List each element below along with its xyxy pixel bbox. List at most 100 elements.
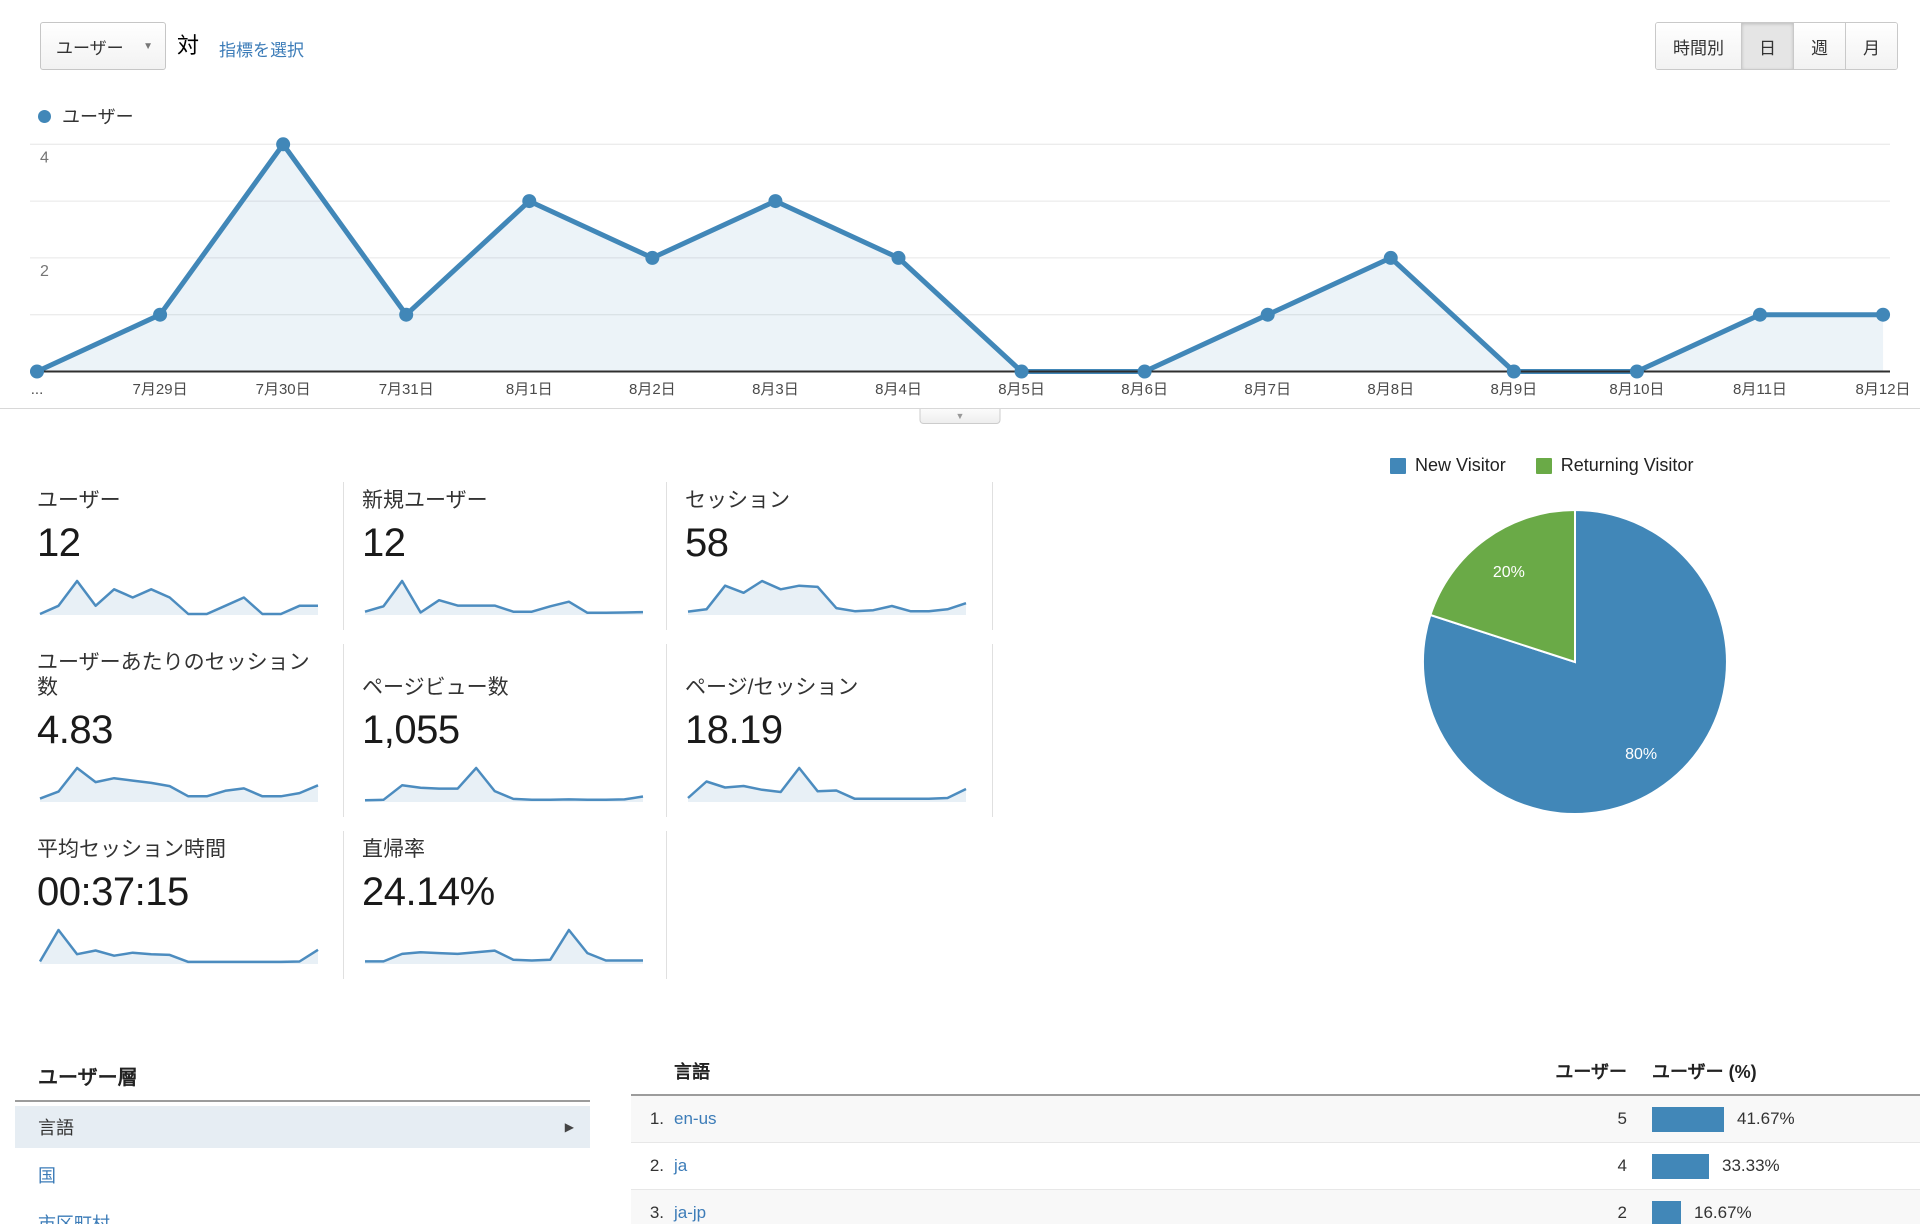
x-axis-label: 7月30日	[256, 381, 311, 398]
data-point[interactable]	[276, 137, 291, 152]
percent-bar	[1652, 1153, 1709, 1179]
data-point[interactable]	[1137, 364, 1152, 379]
sparkline-fill	[365, 581, 643, 615]
metric-card-label: セッション	[685, 488, 790, 512]
metric-card-value: 18.19	[685, 708, 783, 752]
sparkline-fill	[365, 768, 643, 802]
data-point[interactable]	[30, 364, 44, 379]
metric-card-label: ページビュー数	[362, 675, 509, 699]
x-axis-label: 8月12日	[1856, 381, 1911, 398]
cell-language: 1. en-us	[631, 1109, 1522, 1129]
percent-bar	[1652, 1200, 1681, 1224]
data-point[interactable]	[1876, 307, 1891, 322]
card-row: ユーザーあたりのセッション数 4.83 ページビュー数 1,055 ページ/セッション 1…	[37, 644, 1047, 817]
data-point[interactable]	[1506, 364, 1521, 379]
x-axis-label: 8月2日	[629, 381, 676, 398]
cell-users: 5	[1617, 1109, 1627, 1128]
sparkline-chart	[365, 928, 643, 964]
data-point[interactable]	[1014, 364, 1029, 379]
percent-bar	[1652, 1106, 1724, 1132]
sparkline-line	[39, 579, 318, 616]
data-point[interactable]	[1260, 307, 1275, 322]
data-point[interactable]	[645, 250, 660, 265]
x-axis-label: 8月1日	[506, 381, 553, 398]
metric-selector-label: ユーザー	[56, 38, 124, 58]
percent-label: 16.67%	[1694, 1203, 1752, 1222]
granularity-button-時間別[interactable]: 時間別	[1656, 23, 1741, 69]
y-axis-label: 4	[40, 149, 49, 166]
metric-card-label: ユーザーあたりのセッション数	[37, 650, 310, 699]
granularity-button-日[interactable]: 日	[1741, 23, 1793, 69]
metric-card-label: 新規ユーザー	[362, 488, 488, 512]
metric-card-value: 1,055	[362, 708, 460, 752]
language-link[interactable]: ja-jp	[674, 1203, 707, 1222]
data-point[interactable]	[1629, 364, 1644, 379]
select-metric-link[interactable]: 指標を選択	[219, 41, 304, 60]
cell-users: 2	[1617, 1203, 1627, 1222]
language-link[interactable]: en-us	[674, 1109, 717, 1128]
x-axis-label: ...	[31, 381, 44, 398]
data-point[interactable]	[153, 307, 168, 322]
timeline-expander-button[interactable]: ▼	[919, 409, 1001, 424]
language-link[interactable]: ja	[674, 1156, 688, 1175]
cell-users-percent: 33.33%	[1652, 1153, 1920, 1179]
row-rank: 2.	[649, 1156, 664, 1175]
data-point[interactable]	[1383, 250, 1398, 265]
visitor-type-pie-chart[interactable]: 80% 20%	[1410, 497, 1740, 827]
card-row: ユーザー 12 新規ユーザー 12 セッション 58	[37, 482, 1047, 630]
x-axis-label: 7月31日	[379, 381, 434, 398]
language-table: 言語 ユーザー ユーザー (%) 1. en-us 5 41.67% 2. ja 4 33.3…	[631, 1058, 1920, 1224]
demographics-item-国[interactable]: 国	[15, 1154, 590, 1196]
x-axis-label: 8月9日	[1490, 381, 1537, 398]
x-axis-label: 8月4日	[875, 381, 922, 398]
y-axis-label: 2	[40, 263, 49, 280]
users-timeline-chart[interactable]: ... 7月29日 7月30日 7月31日 8月1日 8月2日 8月3日 8月4日 8月5日 8月…	[0, 120, 1920, 420]
cell-language: 2. ja	[631, 1156, 1522, 1176]
area-fill	[37, 144, 1884, 372]
sparkline-chart	[39, 579, 318, 616]
sparkline-line	[687, 579, 967, 613]
granularity-button-月[interactable]: 月	[1845, 23, 1897, 69]
metric-card-value: 24.14%	[362, 870, 495, 914]
table-row: 3. ja-jp 2 16.67%	[631, 1190, 1920, 1224]
summary-cards: ユーザー 12 新規ユーザー 12 セッション 58 ユーザーあたりのセッション数 4.83 ペ…	[37, 482, 1047, 993]
granularity-toggle: 時間別日週月	[1655, 22, 1898, 70]
sparkline-line	[687, 766, 967, 801]
demographics-item-市区町村[interactable]: 市区町村	[15, 1202, 590, 1224]
legend-swatch-icon	[1535, 457, 1552, 474]
chevron-right-icon: ▶	[564, 1120, 574, 1134]
legend-label: ユーザー	[62, 107, 134, 127]
metric-card: ユーザーあたりのセッション数 4.83	[37, 644, 344, 817]
pie-legend-item: Returning Visitor	[1535, 455, 1693, 476]
x-axis-label: 8月8日	[1367, 381, 1414, 398]
granularity-button-週[interactable]: 週	[1793, 23, 1845, 69]
data-point[interactable]	[399, 307, 414, 322]
data-point[interactable]	[768, 194, 783, 209]
demographics-items: 言語 ▶ 国市区町村	[15, 1102, 590, 1224]
metric-card-label: ユーザー	[37, 488, 121, 512]
pie-slice-label: 80%	[1625, 746, 1657, 763]
sparkline-chart	[38, 928, 319, 964]
demographics-item-言語[interactable]: 言語 ▶	[15, 1106, 590, 1148]
sparkline-fill	[40, 768, 318, 802]
data-point[interactable]	[1752, 307, 1767, 322]
column-header-language: 言語	[674, 1062, 710, 1082]
demographics-item-label: 国	[38, 1166, 56, 1186]
cell-users-percent: 16.67%	[1652, 1200, 1920, 1224]
x-axis-label: 8月7日	[1244, 381, 1291, 398]
metric-selector-dropdown[interactable]: ユーザー ▼	[40, 22, 166, 70]
chart-legend: ユーザー	[38, 103, 134, 129]
pie-slice-returning-visitor[interactable]	[1429, 508, 1576, 664]
data-point[interactable]	[891, 250, 906, 265]
sparkline-fill	[40, 581, 318, 615]
data-point[interactable]	[522, 194, 537, 209]
pie-legend-item: New Visitor	[1390, 455, 1506, 476]
metric-card-value: 4.83	[37, 708, 113, 752]
cell-users-percent: 41.67%	[1652, 1106, 1920, 1132]
timeline-divider	[0, 408, 1920, 409]
metric-card-value: 12	[37, 521, 81, 565]
sparkline-line	[39, 766, 319, 800]
sparkline-chart	[687, 579, 967, 615]
table-row: 2. ja 4 33.33%	[631, 1143, 1920, 1190]
sparkline-chart	[364, 579, 644, 615]
